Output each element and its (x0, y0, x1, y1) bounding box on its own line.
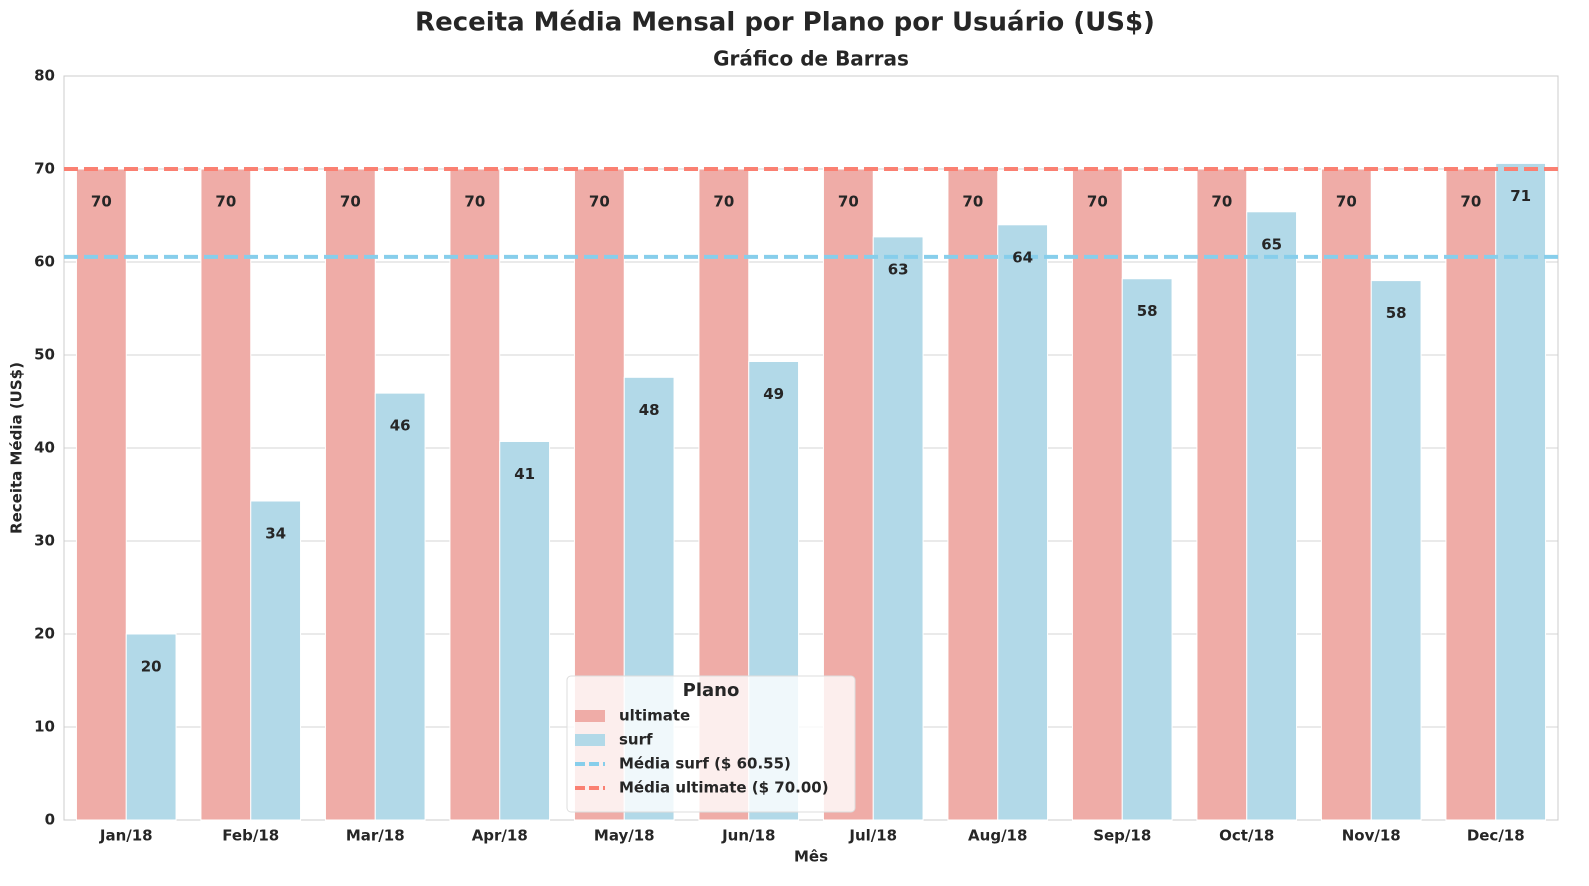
legend-swatch (575, 710, 605, 722)
y-tick-label: 0 (45, 811, 55, 829)
y-tick-label: 10 (34, 718, 55, 736)
y-tick-label: 50 (34, 346, 55, 364)
bar (250, 500, 302, 821)
data-label: 70 (1460, 193, 1481, 211)
bar (1445, 168, 1497, 821)
data-label: 49 (763, 385, 784, 403)
data-label: 70 (713, 193, 734, 211)
data-label: 70 (1336, 193, 1357, 211)
y-tick-label: 20 (34, 625, 55, 643)
data-label: 70 (464, 193, 485, 211)
data-label: 63 (888, 260, 909, 278)
data-label: 70 (589, 193, 610, 211)
x-axis-label: Mês (794, 848, 828, 866)
bar (1246, 211, 1298, 821)
x-tick-label: Dec/18 (1467, 827, 1525, 845)
bar (1121, 278, 1173, 821)
data-label: 70 (962, 193, 983, 211)
data-label: 70 (91, 193, 112, 211)
y-tick-label: 60 (34, 253, 55, 271)
bar (1196, 168, 1248, 821)
bar (1370, 280, 1422, 821)
data-label: 48 (639, 401, 660, 419)
data-label: 70 (215, 193, 236, 211)
data-label: 71 (1510, 187, 1531, 205)
bar (125, 633, 177, 821)
x-tick-label: Mar/18 (346, 827, 405, 845)
y-tick-label: 40 (34, 439, 55, 457)
chart-subtitle: Gráfico de Barras (713, 47, 909, 71)
y-axis-label: Receita Média (US$) (8, 362, 26, 534)
bar (449, 168, 501, 821)
bar (1320, 168, 1372, 821)
x-tick-label: Jun/18 (721, 827, 775, 845)
x-tick-label: Jan/18 (99, 827, 153, 845)
bar (947, 168, 999, 821)
x-tick-label: May/18 (594, 827, 655, 845)
x-tick-label: Apr/18 (472, 827, 528, 845)
chart-title: Receita Média Mensal por Plano por Usuár… (415, 8, 1155, 38)
data-label: 41 (514, 465, 535, 483)
x-tick-label: Jul/18 (848, 827, 897, 845)
data-label: 58 (1137, 302, 1158, 320)
legend-label: Média ultimate ($ 70.00) (619, 779, 829, 797)
y-tick-label: 70 (34, 160, 55, 178)
data-label: 58 (1386, 304, 1407, 322)
bar (1495, 162, 1547, 821)
y-tick-label: 30 (34, 532, 55, 550)
legend-swatch (575, 734, 605, 746)
bar (324, 168, 376, 821)
legend-title: Plano (683, 680, 740, 701)
legend-label: surf (619, 731, 653, 749)
legend-box (566, 675, 856, 813)
y-tick-label: 80 (34, 67, 55, 85)
legend-label: ultimate (619, 707, 690, 725)
bar (200, 168, 252, 821)
data-label: 70 (340, 193, 361, 211)
data-label: 65 (1261, 235, 1282, 253)
bar (872, 236, 924, 821)
data-label: 70 (1087, 193, 1108, 211)
plot-frame (63, 75, 1559, 821)
data-label: 20 (141, 658, 162, 676)
bar (374, 392, 426, 821)
bar (499, 440, 551, 821)
x-tick-label: Feb/18 (222, 827, 279, 845)
bar (75, 168, 127, 821)
bar (1071, 168, 1123, 821)
x-tick-label: Oct/18 (1219, 827, 1274, 845)
data-label: 70 (1211, 193, 1232, 211)
x-tick-label: Nov/18 (1342, 827, 1401, 845)
data-label: 34 (265, 525, 286, 543)
x-tick-label: Sep/18 (1093, 827, 1151, 845)
legend-label: Média surf ($ 60.55) (619, 755, 791, 773)
data-label: 70 (838, 193, 859, 211)
data-label: 46 (390, 417, 411, 435)
x-tick-label: Aug/18 (968, 827, 1027, 845)
bar (997, 224, 1049, 821)
data-label: 64 (1012, 248, 1033, 266)
